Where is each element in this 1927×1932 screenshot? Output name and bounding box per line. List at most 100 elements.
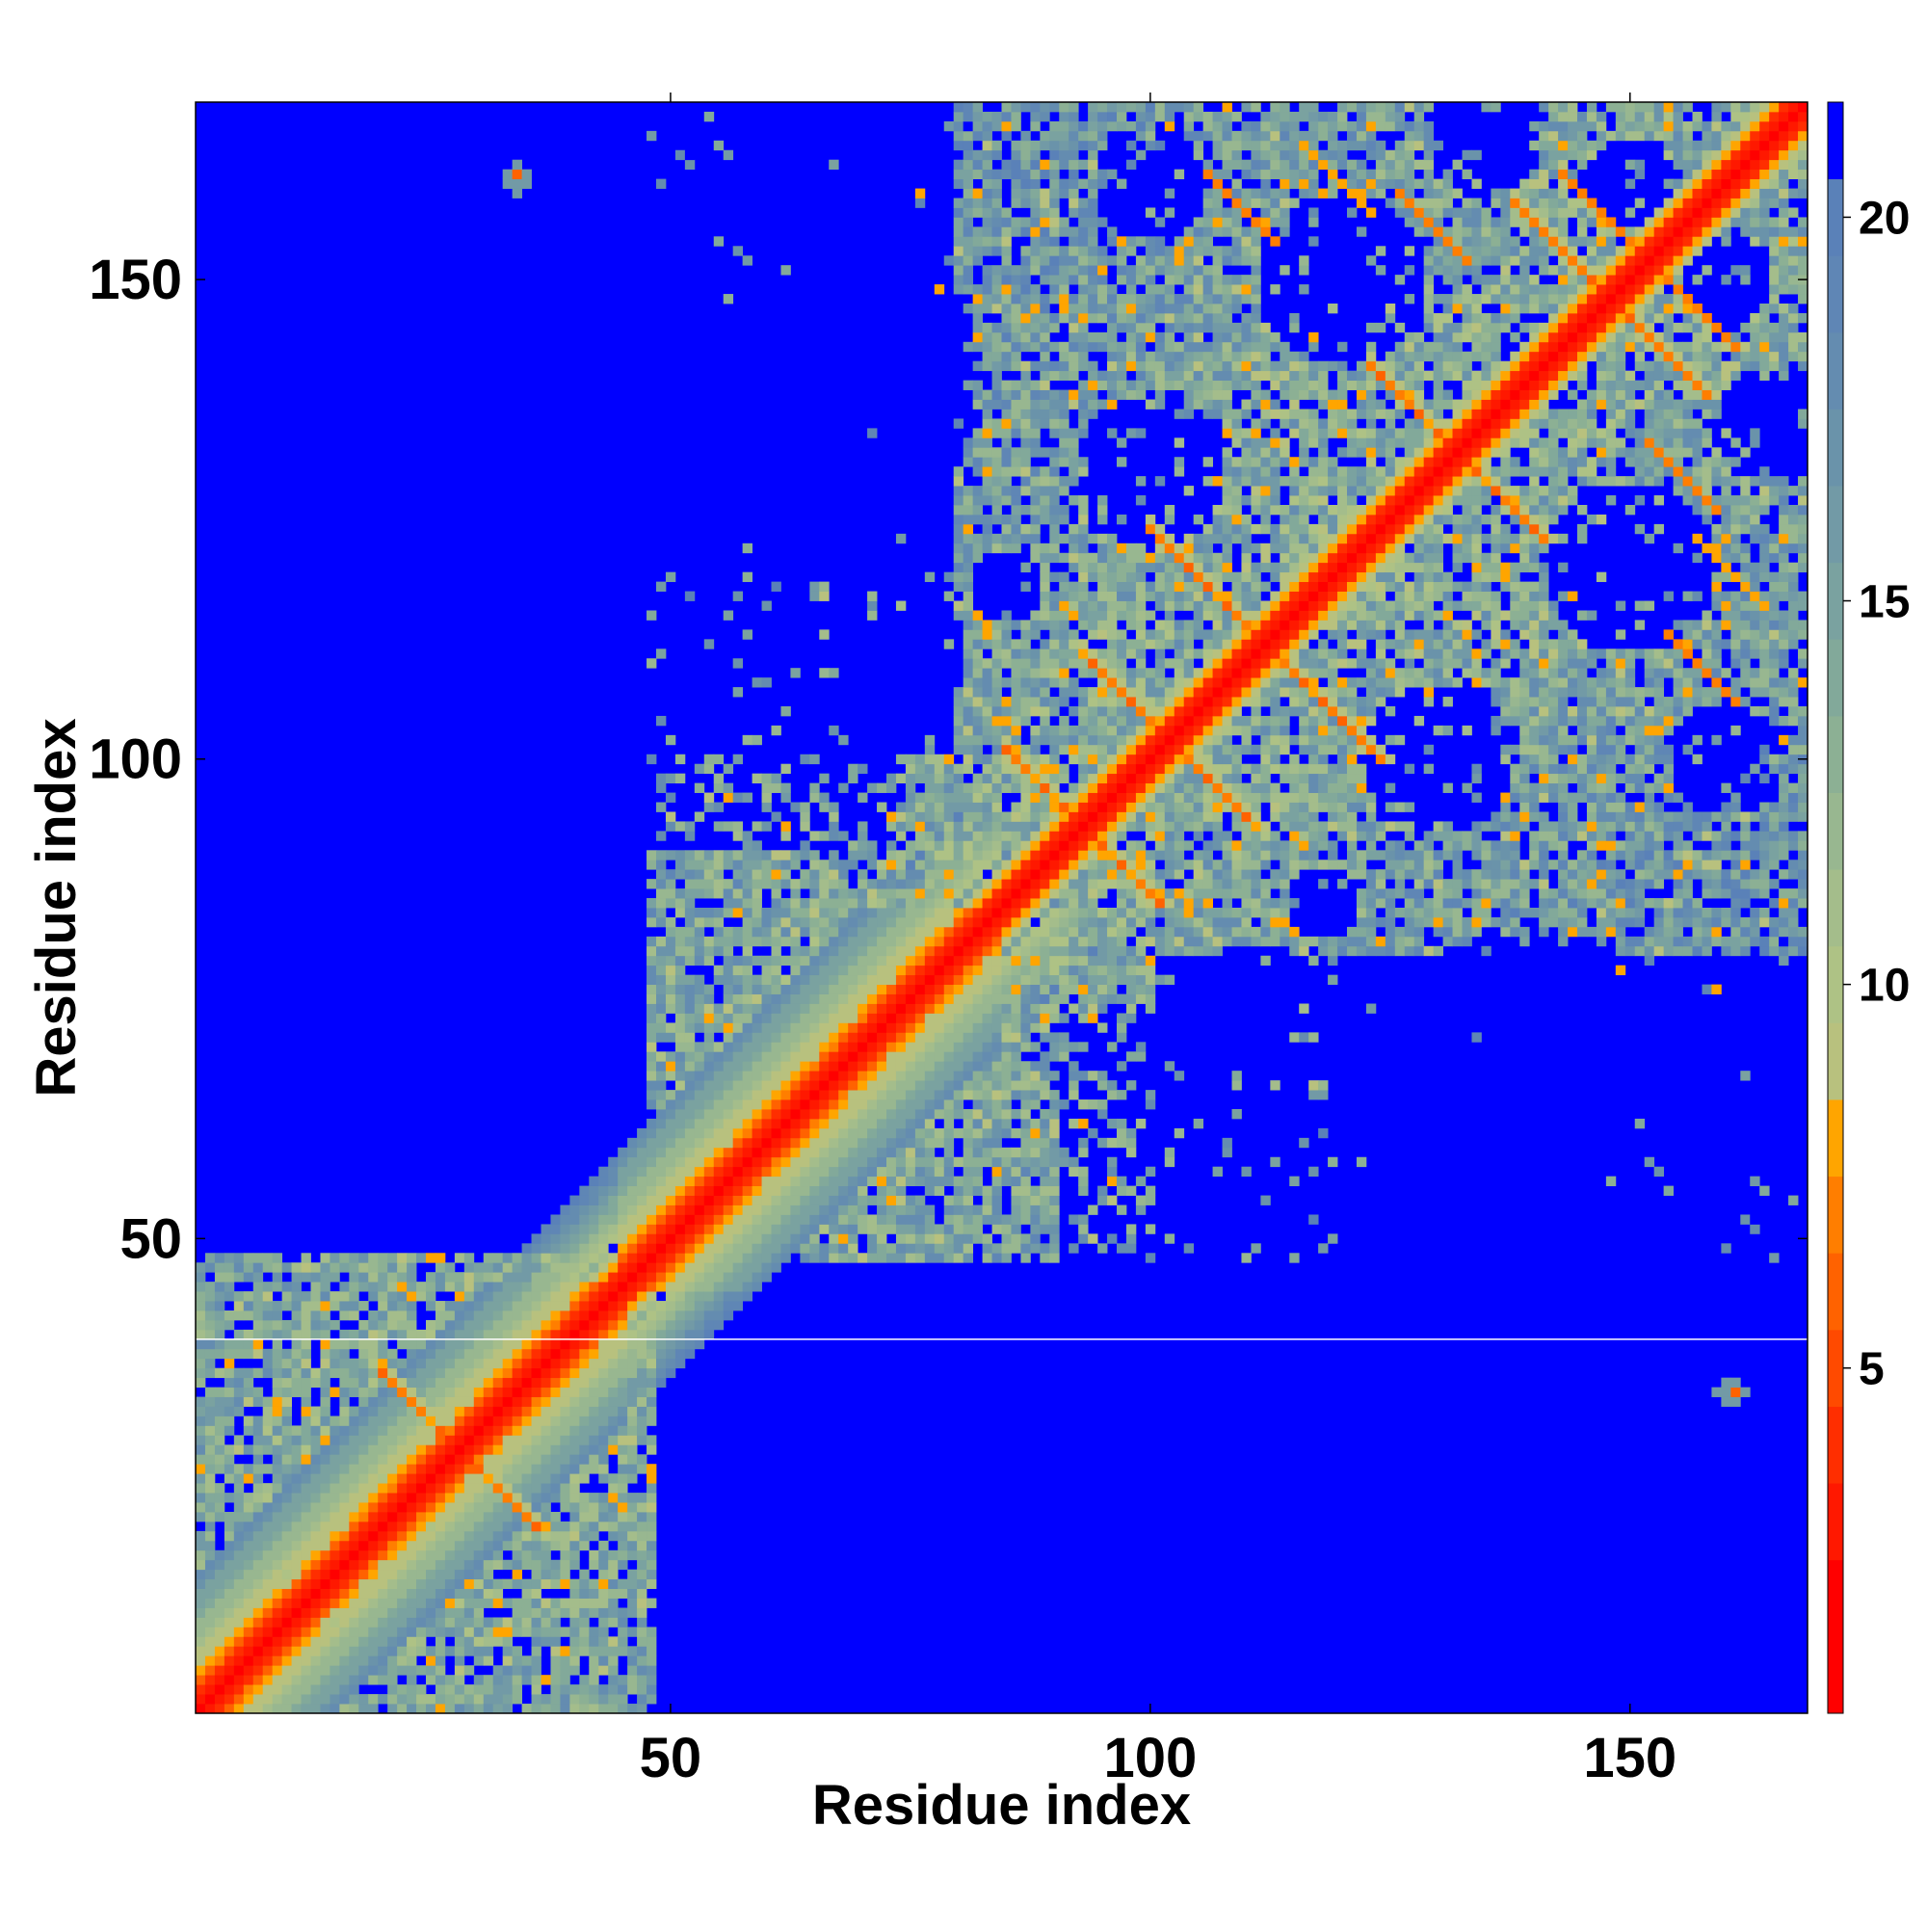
heatmap-cell <box>809 1003 820 1014</box>
heatmap-cell <box>550 1291 561 1302</box>
heatmap-cell <box>233 1627 245 1637</box>
heatmap-cell <box>579 1540 590 1551</box>
heatmap-cell <box>637 1578 647 1590</box>
heatmap-cell <box>647 1224 657 1234</box>
heatmap-cell <box>492 1301 504 1311</box>
heatmap-cell <box>387 1435 398 1445</box>
heatmap-cell <box>281 1262 292 1273</box>
heatmap-cell <box>627 1272 638 1283</box>
heatmap-cell <box>703 1003 715 1014</box>
heatmap-cell <box>674 974 686 986</box>
heatmap-cell <box>934 792 945 803</box>
heatmap-cell <box>1011 850 1021 860</box>
heatmap-cell <box>1001 322 1012 333</box>
heatmap-cell <box>867 1253 878 1263</box>
heatmap-cell <box>550 1540 561 1551</box>
heatmap-cell <box>723 1013 734 1023</box>
heatmap-cell <box>569 1425 580 1436</box>
heatmap-cell <box>886 936 897 947</box>
heatmap-cell <box>867 1022 878 1033</box>
heatmap-cell <box>1030 945 1041 957</box>
heatmap-cell <box>204 1387 216 1397</box>
heatmap-cell <box>444 1540 456 1551</box>
heatmap-cell <box>397 1578 408 1590</box>
heatmap-cell <box>252 1512 264 1522</box>
heatmap-cell <box>858 850 868 860</box>
heatmap-cell <box>963 1243 974 1254</box>
heatmap-cell <box>694 1262 705 1273</box>
heatmap-cell <box>252 1310 264 1321</box>
heatmap-cell <box>426 1694 436 1705</box>
heatmap-cell <box>914 1003 926 1014</box>
heatmap-cell <box>502 1473 514 1484</box>
heatmap-cell <box>502 1329 514 1340</box>
heatmap-cell <box>790 1003 801 1014</box>
heatmap-cell <box>991 351 1002 362</box>
heatmap-cell <box>541 1454 551 1465</box>
heatmap-cell <box>627 1396 638 1407</box>
heatmap-cell <box>608 1483 619 1494</box>
heatmap-cell <box>579 1396 590 1407</box>
heatmap-cell <box>349 1387 359 1397</box>
heatmap-cell <box>416 1435 427 1445</box>
heatmap-cell <box>1040 1253 1050 1263</box>
heatmap-cell <box>1049 1090 1060 1100</box>
heatmap-cell <box>224 1704 235 1714</box>
heatmap-cell <box>858 984 868 994</box>
heatmap-cell <box>330 1416 340 1426</box>
heatmap-cell <box>1040 821 1050 832</box>
heatmap-cell <box>982 821 992 832</box>
heatmap-cell <box>780 993 791 1004</box>
heatmap-cell <box>579 1578 590 1590</box>
heatmap-cell <box>848 936 858 947</box>
heatmap-cell <box>991 294 1002 304</box>
heatmap-cell <box>972 120 983 132</box>
heatmap-cell <box>1030 955 1041 966</box>
heatmap-cell <box>387 1358 398 1369</box>
heatmap-cell <box>368 1367 379 1379</box>
heatmap-cell <box>281 1319 292 1331</box>
heatmap-cell <box>1020 457 1031 467</box>
heatmap-cell <box>310 1329 321 1340</box>
heatmap-cell <box>723 1310 734 1321</box>
heatmap-cell <box>991 1042 1002 1052</box>
heatmap-cell <box>886 908 897 918</box>
heatmap-cell <box>723 1185 734 1196</box>
heatmap-cell <box>272 1549 283 1561</box>
heatmap-cell <box>349 1675 359 1685</box>
heatmap-cell <box>1020 331 1031 343</box>
heatmap-cell <box>262 1559 274 1571</box>
heatmap-cell <box>272 1387 283 1397</box>
heatmap-cell <box>761 600 772 611</box>
heatmap-cell <box>953 763 964 775</box>
heatmap-cell <box>963 821 974 832</box>
heatmap-cell <box>752 898 762 909</box>
heatmap-cell <box>829 974 839 986</box>
heatmap-cell <box>339 1540 350 1551</box>
heatmap-cell <box>982 389 992 400</box>
heatmap-cell <box>829 1071 839 1081</box>
heatmap-cell <box>829 1253 839 1263</box>
heatmap-cell <box>224 1348 235 1360</box>
heatmap-cell <box>953 936 964 947</box>
heatmap-cell <box>732 1301 744 1311</box>
heatmap-cell <box>953 1176 964 1187</box>
heatmap-cell <box>541 1329 551 1340</box>
heatmap-cell <box>684 1185 696 1196</box>
heatmap-cell <box>435 1406 446 1416</box>
heatmap-cell <box>703 802 715 812</box>
heatmap-cell <box>905 898 916 909</box>
heatmap-cell <box>387 1406 398 1416</box>
heatmap-cell <box>435 1387 446 1397</box>
heatmap-cell <box>895 1127 907 1139</box>
heatmap-cell <box>991 275 1002 285</box>
heatmap-cell <box>991 1185 1002 1196</box>
heatmap-cell <box>877 1061 887 1072</box>
heatmap-cell <box>982 178 992 189</box>
heatmap-cell <box>982 236 992 247</box>
heatmap-cell <box>204 1675 216 1685</box>
heatmap-cell <box>531 1301 541 1311</box>
heatmap-cell <box>790 802 801 812</box>
heatmap-cell <box>780 879 791 889</box>
heatmap-cell <box>454 1655 465 1666</box>
